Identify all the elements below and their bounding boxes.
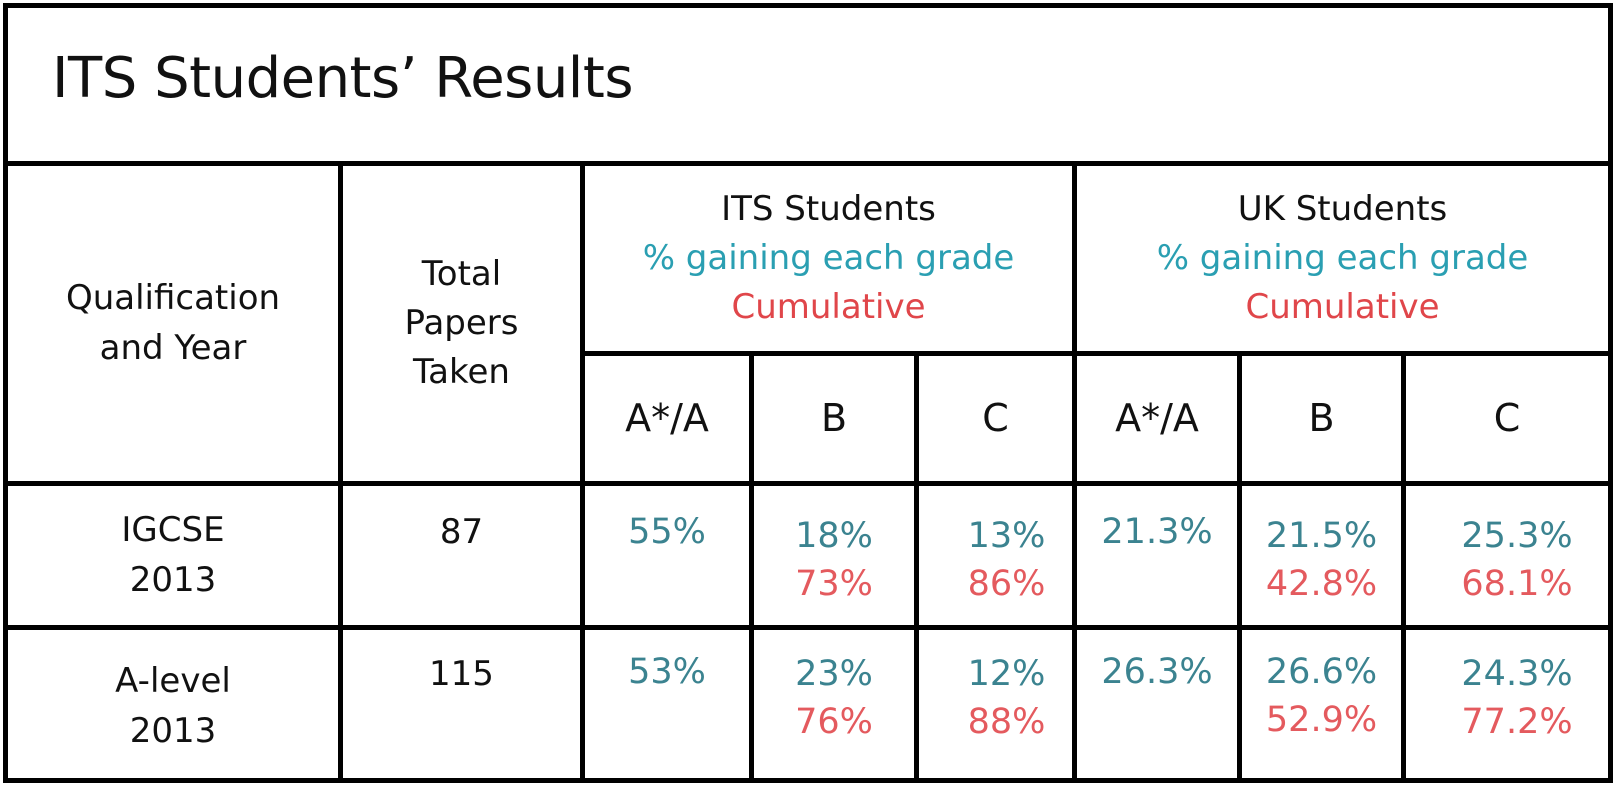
header-total-line2: Papers — [404, 302, 519, 343]
igcse-uk-c-pct: 25.3% — [1461, 516, 1573, 556]
igcse-its-c: 13% 86% — [919, 486, 1072, 625]
grade-header-uk-a: A*/A — [1115, 395, 1199, 440]
igcse-uk-b-pct: 21.5% — [1265, 516, 1378, 556]
igcse-its-c-pct: 13% — [967, 516, 1046, 556]
divider — [338, 161, 343, 783]
alevel-its-c-cum: 88% — [967, 702, 1046, 743]
grade-header-uk-b: B — [1308, 395, 1335, 440]
alevel-uk-a: 26.3% — [1077, 630, 1237, 783]
header-qualification-line2: and Year — [99, 327, 247, 368]
its-group-name: ITS Students — [721, 188, 936, 229]
header-total-line3: Taken — [413, 352, 510, 393]
header-qualification-line1: Qualification — [65, 278, 281, 319]
header-its-students: ITS Students % gaining each grade Cumula… — [585, 166, 1072, 351]
header-total-line1: Total — [421, 253, 502, 294]
uk-group-sub2: Cumulative — [1245, 287, 1440, 328]
divider — [8, 625, 1608, 630]
divider — [1072, 161, 1077, 783]
header-total-papers: Total Papers Taken — [343, 166, 580, 481]
alevel-uk-c-pct: 24.3% — [1461, 654, 1573, 694]
its-group-sub2: Cumulative — [731, 287, 926, 328]
divider — [1401, 351, 1406, 783]
igcse-uk-c: 25.3% 68.1% — [1406, 486, 1608, 625]
grade-header-its-a: A*/A — [625, 395, 709, 440]
row-igcse-qualification: IGCSE 2013 — [8, 486, 338, 625]
alevel-its-b: 23% 76% — [754, 630, 914, 783]
divider — [749, 351, 754, 783]
alevel-uk-b-pct: 26.6% — [1265, 652, 1378, 692]
grade-header-uk-c: C — [1493, 395, 1521, 440]
divider — [8, 481, 1608, 486]
divider — [914, 351, 919, 783]
igcse-uk-a: 21.3% — [1077, 486, 1237, 625]
igcse-uk-a-pct: 21.3% — [1101, 512, 1213, 552]
igcse-its-c-cum: 86% — [967, 564, 1046, 605]
row-alevel-total: 115 — [429, 654, 494, 694]
row-alevel-qual-line2: 2013 — [129, 710, 217, 751]
grade-header-its-c: C — [982, 395, 1009, 440]
igcse-its-b: 18% 73% — [754, 486, 914, 625]
alevel-its-b-pct: 23% — [795, 654, 873, 694]
row-igcse-total: 87 — [439, 512, 484, 552]
igcse-its-a-pct: 55% — [628, 512, 706, 552]
alevel-its-c-pct: 12% — [967, 654, 1046, 694]
header-qualification: Qualification and Year — [8, 166, 338, 481]
alevel-uk-b: 26.6% 52.9% — [1242, 630, 1401, 783]
row-igcse-qual-line2: 2013 — [129, 559, 217, 600]
divider — [580, 351, 1608, 356]
results-table: ITS Students’ Results Qualification and … — [3, 3, 1613, 783]
igcse-uk-c-cum: 68.1% — [1461, 564, 1573, 605]
row-alevel-qualification: A-level 2013 — [8, 630, 338, 783]
its-group-sub1: % gaining each grade — [642, 237, 1015, 278]
alevel-uk-a-pct: 26.3% — [1101, 652, 1213, 692]
alevel-uk-c-cum: 77.2% — [1461, 702, 1573, 743]
alevel-uk-b-cum: 52.9% — [1265, 700, 1378, 741]
alevel-its-a-pct: 53% — [628, 652, 706, 692]
row-igcse-qual-line1: IGCSE — [121, 510, 225, 551]
uk-group-sub1: % gaining each grade — [1156, 237, 1529, 278]
header-uk-students: UK Students % gaining each grade Cumulat… — [1077, 166, 1608, 351]
page-title: ITS Students’ Results — [52, 46, 634, 111]
igcse-uk-b-cum: 42.8% — [1265, 564, 1378, 605]
igcse-its-a: 55% — [585, 486, 749, 625]
divider — [580, 161, 585, 783]
grade-header-its-b: B — [820, 395, 848, 440]
row-alevel-qual-line1: A-level — [115, 661, 231, 702]
divider — [1237, 351, 1242, 783]
igcse-uk-b: 21.5% 42.8% — [1242, 486, 1401, 625]
igcse-its-b-cum: 73% — [795, 564, 873, 605]
igcse-its-b-pct: 18% — [795, 516, 873, 556]
uk-group-name: UK Students — [1237, 188, 1448, 229]
title-bar: ITS Students’ Results — [8, 8, 1608, 166]
alevel-its-a: 53% — [585, 630, 749, 783]
alevel-its-c: 12% 88% — [919, 630, 1072, 783]
alevel-uk-c: 24.3% 77.2% — [1406, 630, 1608, 783]
alevel-its-b-cum: 76% — [795, 702, 873, 743]
